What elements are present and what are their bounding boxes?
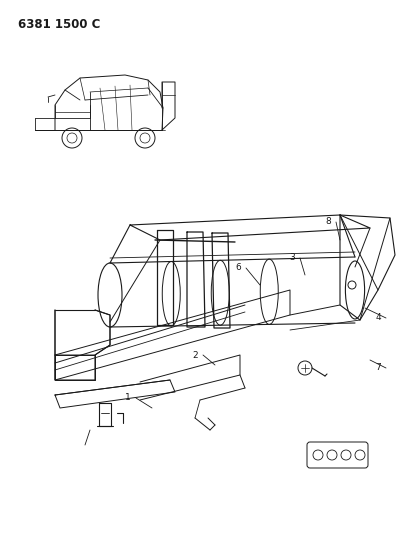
Text: 1: 1 (125, 393, 131, 402)
Text: 6381 1500 C: 6381 1500 C (18, 18, 100, 31)
Text: 4: 4 (375, 313, 381, 322)
Text: 7: 7 (375, 364, 381, 373)
Text: 2: 2 (192, 351, 198, 359)
Text: 6: 6 (235, 263, 241, 272)
Text: 8: 8 (325, 217, 331, 227)
Text: 3: 3 (289, 254, 295, 262)
